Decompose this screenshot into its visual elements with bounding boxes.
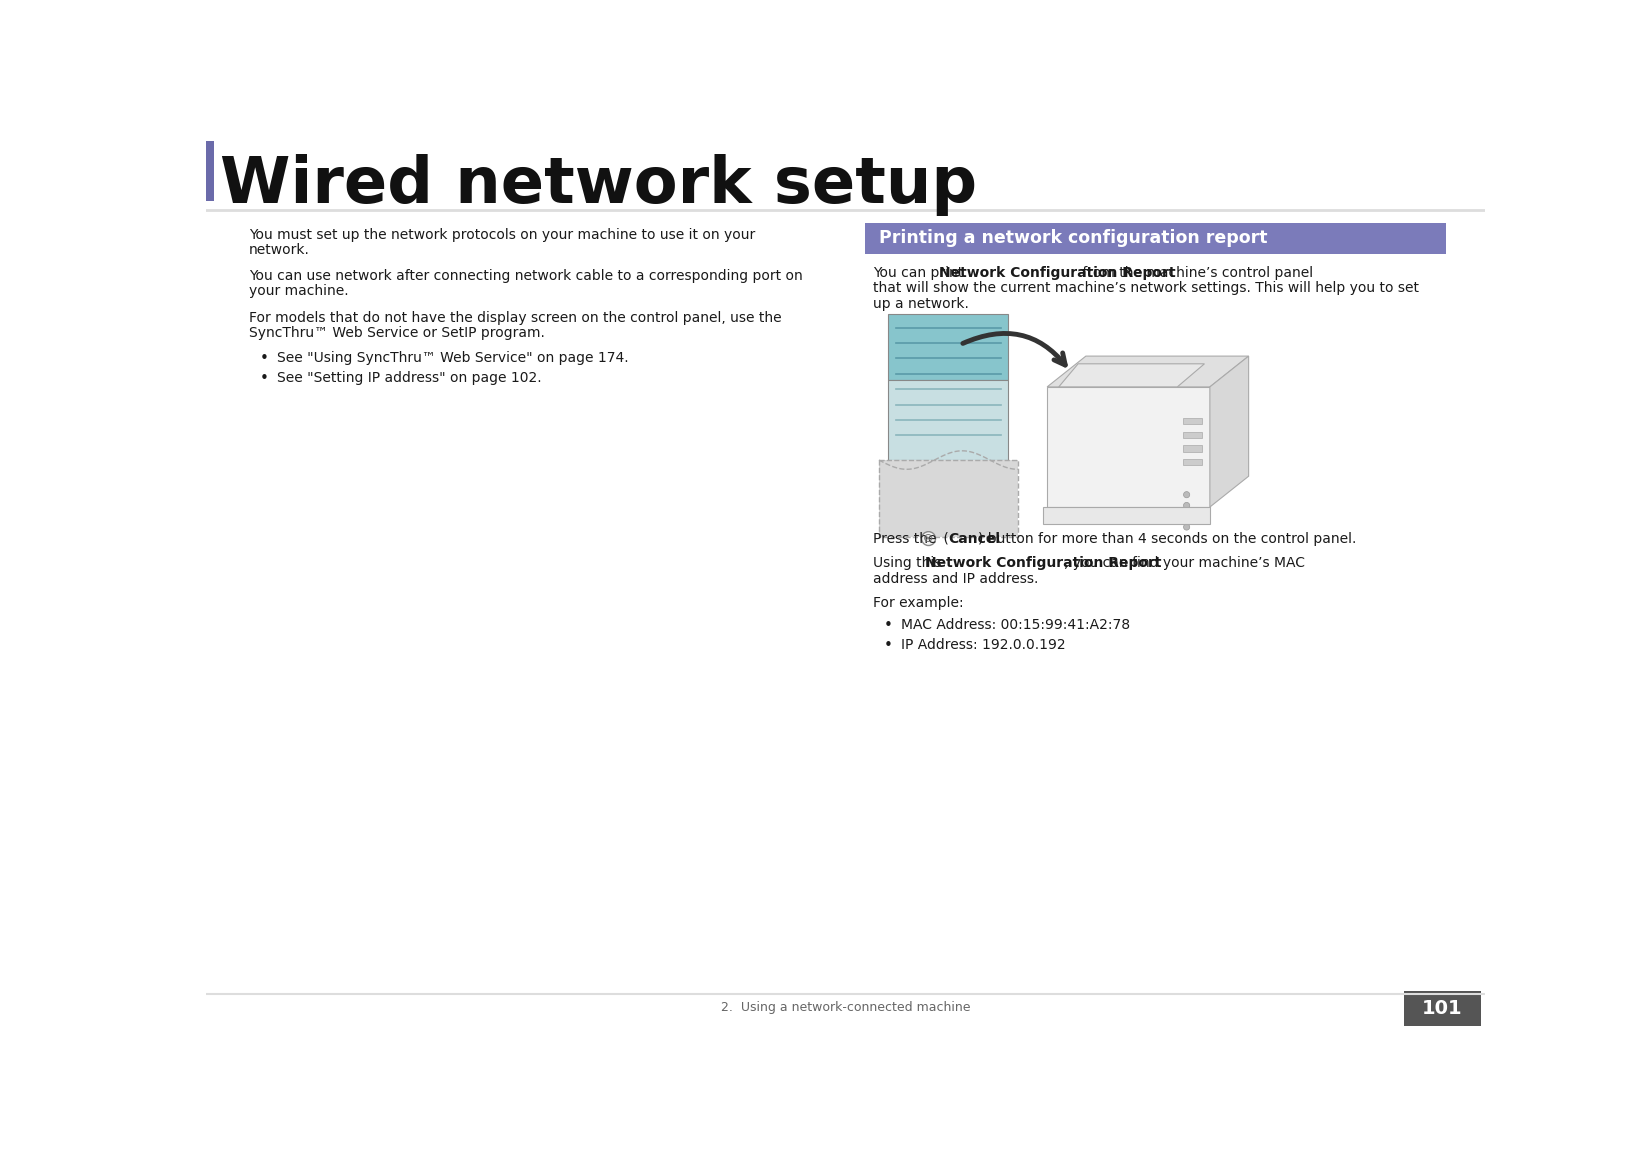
Text: Printing a network configuration report: Printing a network configuration report — [879, 229, 1267, 248]
Bar — [206, 141, 214, 201]
Polygon shape — [1209, 357, 1249, 507]
Text: Network Configuration Report: Network Configuration Report — [939, 266, 1175, 280]
Bar — [1183, 460, 1203, 466]
Bar — [1183, 432, 1203, 438]
Bar — [1043, 507, 1209, 523]
Text: IP Address: 192.0.0.192: IP Address: 192.0.0.192 — [901, 638, 1066, 652]
Text: SyncThru™ Web Service or SetIP program.: SyncThru™ Web Service or SetIP program. — [249, 327, 544, 340]
Bar — [879, 460, 1018, 537]
Circle shape — [1183, 503, 1190, 508]
Text: You must set up the network protocols on your machine to use it on your: You must set up the network protocols on… — [249, 227, 756, 242]
Text: your machine.: your machine. — [249, 285, 348, 299]
Polygon shape — [1048, 357, 1249, 387]
Bar — [1404, 990, 1482, 1026]
Text: ⊗: ⊗ — [924, 532, 934, 545]
Text: For models that do not have the display screen on the control panel, use the: For models that do not have the display … — [249, 310, 782, 324]
Text: See "Using SyncThru™ Web Service" on page 174.: See "Using SyncThru™ Web Service" on pag… — [277, 351, 629, 365]
Text: •: • — [259, 371, 269, 386]
Circle shape — [1183, 523, 1190, 530]
Bar — [1048, 387, 1209, 507]
Text: Network Configuration Report: Network Configuration Report — [924, 556, 1162, 570]
Text: , you can find your machine’s MAC: , you can find your machine’s MAC — [1064, 556, 1305, 570]
Text: •: • — [259, 351, 269, 366]
Text: MAC Address: 00:15:99:41:A2:78: MAC Address: 00:15:99:41:A2:78 — [901, 618, 1130, 632]
Text: Press the: Press the — [873, 532, 940, 545]
Bar — [865, 222, 1447, 254]
Circle shape — [1183, 492, 1190, 498]
Bar — [879, 460, 1018, 537]
Text: network.: network. — [249, 243, 310, 257]
Bar — [888, 380, 1008, 460]
Circle shape — [1183, 513, 1190, 519]
Polygon shape — [1059, 364, 1204, 387]
Text: For example:: For example: — [873, 596, 964, 610]
Text: •: • — [884, 638, 893, 653]
Text: up a network.: up a network. — [873, 296, 969, 310]
Text: You can use network after connecting network cable to a corresponding port on: You can use network after connecting net… — [249, 269, 802, 283]
Text: Cancel: Cancel — [949, 532, 1000, 545]
Bar — [888, 314, 1008, 380]
Text: Using this: Using this — [873, 556, 945, 570]
Text: that will show the current machine’s network settings. This will help you to set: that will show the current machine’s net… — [873, 281, 1419, 295]
Text: Wired network setup: Wired network setup — [219, 154, 977, 217]
Text: See "Setting IP address" on page 102.: See "Setting IP address" on page 102. — [277, 371, 541, 384]
Text: •: • — [884, 618, 893, 633]
Text: ) button for more than 4 seconds on the control panel.: ) button for more than 4 seconds on the … — [978, 532, 1356, 545]
Text: 2.  Using a network-connected machine: 2. Using a network-connected machine — [721, 1001, 970, 1014]
Text: address and IP address.: address and IP address. — [873, 572, 1038, 586]
Bar — [1183, 418, 1203, 424]
Circle shape — [922, 532, 936, 545]
Text: (: ( — [939, 532, 949, 545]
Text: from the machine’s control panel: from the machine’s control panel — [1077, 266, 1313, 280]
Text: 101: 101 — [1422, 999, 1462, 1018]
Bar — [1183, 446, 1203, 452]
Text: You can print: You can print — [873, 266, 967, 280]
